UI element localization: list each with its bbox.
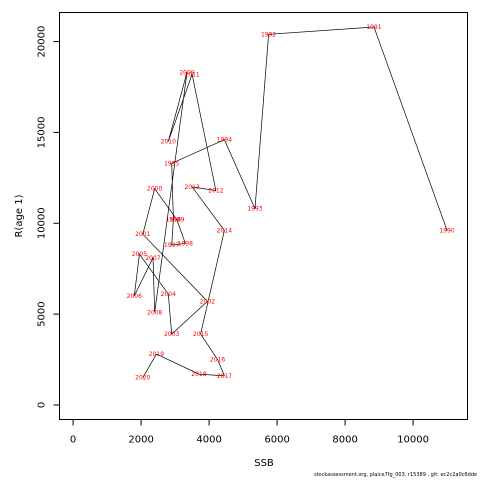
year-label: 2016 <box>210 357 225 364</box>
year-label: 2008 <box>147 309 162 316</box>
y-tick-label: 15000 <box>37 117 48 149</box>
footer-attribution: stockassessment.org, plaice7fg_003, r153… <box>313 472 477 478</box>
year-label: 1999 <box>169 217 184 224</box>
year-label: 2017 <box>217 373 232 380</box>
year-label: 2015 <box>193 331 208 338</box>
year-label: 1995 <box>164 160 179 167</box>
year-label: 2013 <box>184 184 199 191</box>
y-tick-label: 20000 <box>37 26 48 58</box>
y-tick-label: 10000 <box>37 207 48 239</box>
year-label: 2007 <box>145 255 160 262</box>
x-tick-label: 2000 <box>128 435 153 446</box>
x-axis-title: SSB <box>254 458 274 469</box>
x-tick-label: 10000 <box>397 435 429 446</box>
x-tick-label: 4000 <box>196 435 221 446</box>
year-label: 1993 <box>247 206 262 213</box>
year-label: 2004 <box>161 291 176 298</box>
plot-frame <box>59 12 468 420</box>
year-label: 2018 <box>191 371 206 378</box>
year-label: 1997 <box>164 242 179 249</box>
year-label: 2006 <box>127 293 142 300</box>
year-label: 1994 <box>217 137 232 144</box>
x-tick-label: 6000 <box>264 435 289 446</box>
year-label: 2019 <box>149 351 164 358</box>
y-tick-label: 0 <box>37 402 48 408</box>
y-tick-label: 5000 <box>37 301 48 326</box>
year-label: 2010 <box>161 139 176 146</box>
x-tick-label: 0 <box>70 435 76 446</box>
year-label: 2020 <box>135 375 150 382</box>
year-label: 1998 <box>178 240 193 247</box>
year-label: 2005 <box>132 251 147 258</box>
series-line <box>133 26 448 378</box>
year-label: 2003 <box>164 331 179 338</box>
y-axis: 0 5000 10000 15000 20000 <box>37 26 60 408</box>
year-label: 1996 <box>166 217 181 224</box>
y-axis-title: R(age 1) <box>14 194 25 237</box>
year-label: 2009 <box>179 69 194 76</box>
year-label: 1992 <box>261 31 276 38</box>
year-label: 2012 <box>208 188 223 195</box>
year-label: 2011 <box>184 71 199 78</box>
year-label: 2001 <box>135 231 150 238</box>
year-label: 2014 <box>217 228 232 235</box>
x-axis: 0 2000 4000 6000 8000 10000 <box>70 419 429 446</box>
year-label: 1991 <box>366 24 381 31</box>
year-label: 1990 <box>439 228 454 235</box>
year-label: 2000 <box>147 186 162 193</box>
year-label: 2002 <box>200 298 215 305</box>
x-tick-label: 8000 <box>332 435 357 446</box>
